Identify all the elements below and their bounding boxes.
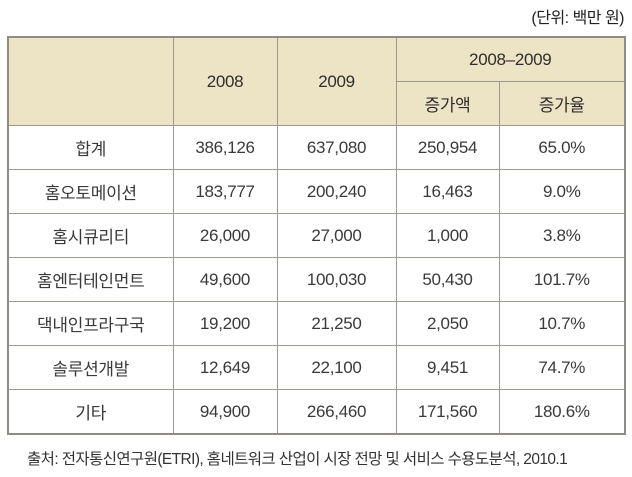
cell-rate: 74.7% <box>498 345 626 390</box>
header-col-2009: 2009 <box>276 36 397 126</box>
row-label: 댁내인프라구국 <box>7 301 174 346</box>
cell-2009: 27,000 <box>276 213 397 258</box>
table-row-home-entertainment: 홈엔터테인먼트 49,600 100,030 50,430 101.7% <box>7 257 626 302</box>
table-row-home-security: 홈시큐리티 26,000 27,000 1,000 3.8% <box>7 213 626 258</box>
cell-2009: 637,080 <box>276 125 397 170</box>
cell-rate: 9.0% <box>498 169 626 214</box>
cell-rate: 180.6% <box>498 389 626 435</box>
cell-2009: 21,250 <box>276 301 397 346</box>
table-body: 합계 386,126 637,080 250,954 65.0% 홈오토메이션 … <box>7 125 626 435</box>
header-row-sub: 증가액 증가율 <box>8 81 626 126</box>
header-corner-cell <box>7 36 174 126</box>
cell-2008: 26,000 <box>172 213 278 258</box>
cell-rate: 101.7% <box>498 257 626 302</box>
cell-2008: 49,600 <box>172 257 278 302</box>
table-row-solution-development: 솔루션개발 12,649 22,100 9,451 74.7% <box>7 345 626 390</box>
cell-rate: 10.7% <box>498 301 626 346</box>
cell-2008: 19,200 <box>172 301 278 346</box>
cell-2008: 94,900 <box>172 389 278 435</box>
cell-rate: 65.0% <box>498 125 626 170</box>
table-row-home-automation: 홈오토메이션 183,777 200,240 16,463 9.0% <box>7 169 626 214</box>
row-label: 기타 <box>7 389 174 435</box>
row-label: 홈엔터테인먼트 <box>7 257 174 302</box>
cell-rate: 3.8% <box>498 213 626 258</box>
table-header: 2008 2009 2008–2009 증가액 증가율 <box>7 36 626 126</box>
cell-2008: 183,777 <box>172 169 278 214</box>
table-row-etc: 기타 94,900 266,460 171,560 180.6% <box>7 389 626 435</box>
cell-increase: 1,000 <box>395 213 500 258</box>
cell-2009: 266,460 <box>276 389 397 435</box>
table-row-total: 합계 386,126 637,080 250,954 65.0% <box>7 125 626 170</box>
header-row-top: 2008 2009 2008–2009 <box>7 36 626 126</box>
cell-increase: 2,050 <box>395 301 500 346</box>
header-col-2008: 2008 <box>172 36 278 126</box>
cell-increase: 171,560 <box>395 389 500 435</box>
header-col-increase-rate: 증가율 <box>498 81 626 126</box>
cell-increase: 9,451 <box>395 345 500 390</box>
row-label: 홈오토메이션 <box>7 169 174 214</box>
cell-2009: 22,100 <box>276 345 397 390</box>
row-label: 합계 <box>7 125 174 170</box>
cell-increase: 16,463 <box>395 169 500 214</box>
row-label: 홈시큐리티 <box>7 213 174 258</box>
source-note: 출처: 전자통신연구원(ETRI), 홈네트워크 산업이 시장 전망 및 서비스… <box>27 451 568 468</box>
cell-2009: 100,030 <box>276 257 397 302</box>
unit-note: (단위: 백만 원) <box>531 10 624 27</box>
row-label: 솔루션개발 <box>7 345 174 390</box>
cell-increase: 50,430 <box>395 257 500 302</box>
cell-increase: 250,954 <box>395 125 500 170</box>
cell-2008: 386,126 <box>172 125 278 170</box>
table-row-premise-infrastructure: 댁내인프라구국 19,200 21,250 2,050 10.7% <box>7 301 626 346</box>
home-network-market-table: 2008 2009 2008–2009 증가액 증가율 합계 386,126 6… <box>7 36 626 435</box>
header-span-2008-2009: 2008–2009 <box>395 36 626 82</box>
cell-2008: 12,649 <box>172 345 278 390</box>
cell-2009: 200,240 <box>276 169 397 214</box>
header-col-increase-amount: 증가액 <box>395 81 500 126</box>
